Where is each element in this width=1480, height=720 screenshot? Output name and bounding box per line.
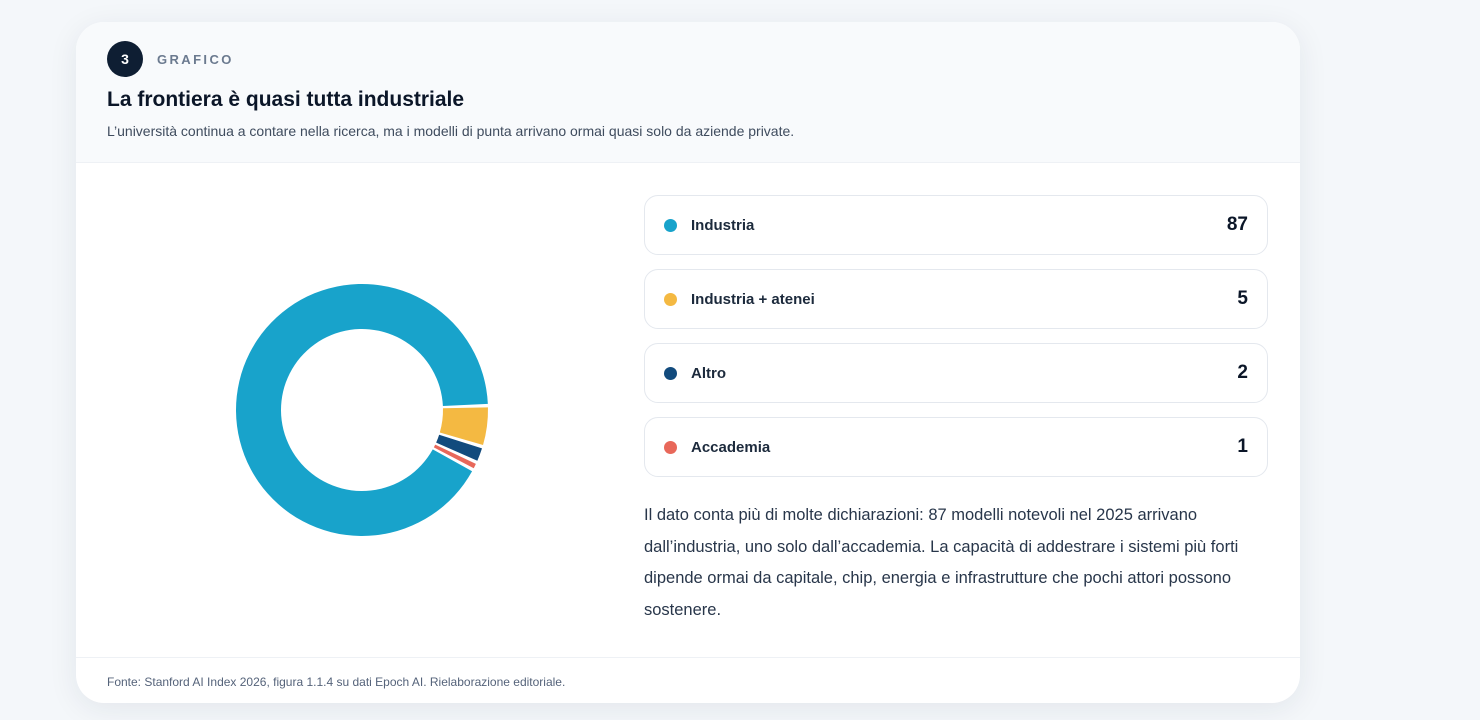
- card-header: 3 GRAFICO La frontiera è quasi tutta ind…: [76, 22, 1300, 163]
- legend-dot-icon: [664, 366, 677, 380]
- step-number-badge: 3: [107, 41, 143, 77]
- legend-value: 2: [1237, 362, 1248, 383]
- chart-title: La frontiera è quasi tutta industriale: [107, 88, 465, 111]
- card-footer: Fonte: Stanford AI Index 2026, figura 1.…: [76, 657, 1300, 703]
- legend-value: 87: [1226, 214, 1248, 235]
- legend-item-industria: Industria 87: [644, 195, 1268, 255]
- donut-chart-container: [232, 280, 492, 540]
- legend-value: 1: [1237, 436, 1248, 457]
- source-note: Fonte: Stanford AI Index 2026, figura 1.…: [107, 675, 566, 689]
- legend-label: Industria + atenei: [691, 290, 815, 308]
- donut-chart: [236, 284, 488, 536]
- chart-card: 3 GRAFICO La frontiera è quasi tutta ind…: [76, 22, 1300, 703]
- donut-slice-accademia: [433, 444, 476, 469]
- legend: Industria 87 Industria + atenei 5 Altro …: [644, 195, 1268, 491]
- legend-label: Accademia: [691, 438, 771, 456]
- legend-item-accademia: Accademia 1: [644, 417, 1268, 477]
- legend-label: Altro: [691, 364, 726, 382]
- donut-slice-industria-atenei: [439, 407, 488, 446]
- legend-value: 5: [1237, 288, 1248, 309]
- legend-label: Industria: [691, 216, 755, 234]
- legend-dot-icon: [664, 440, 677, 454]
- chart-subtitle: L’università continua a contare nella ri…: [107, 123, 795, 139]
- donut-slice-industria: [236, 284, 488, 536]
- chart-commentary: Il dato conta più di molte dichiarazioni…: [644, 506, 1239, 619]
- legend-dot-icon: [664, 292, 677, 306]
- legend-item-industria-atenei: Industria + atenei 5: [644, 269, 1268, 329]
- legend-dot-icon: [664, 218, 677, 232]
- donut-slice-altro: [436, 434, 483, 461]
- legend-item-altro: Altro 2: [644, 343, 1268, 403]
- section-eyebrow: GRAFICO: [157, 52, 234, 67]
